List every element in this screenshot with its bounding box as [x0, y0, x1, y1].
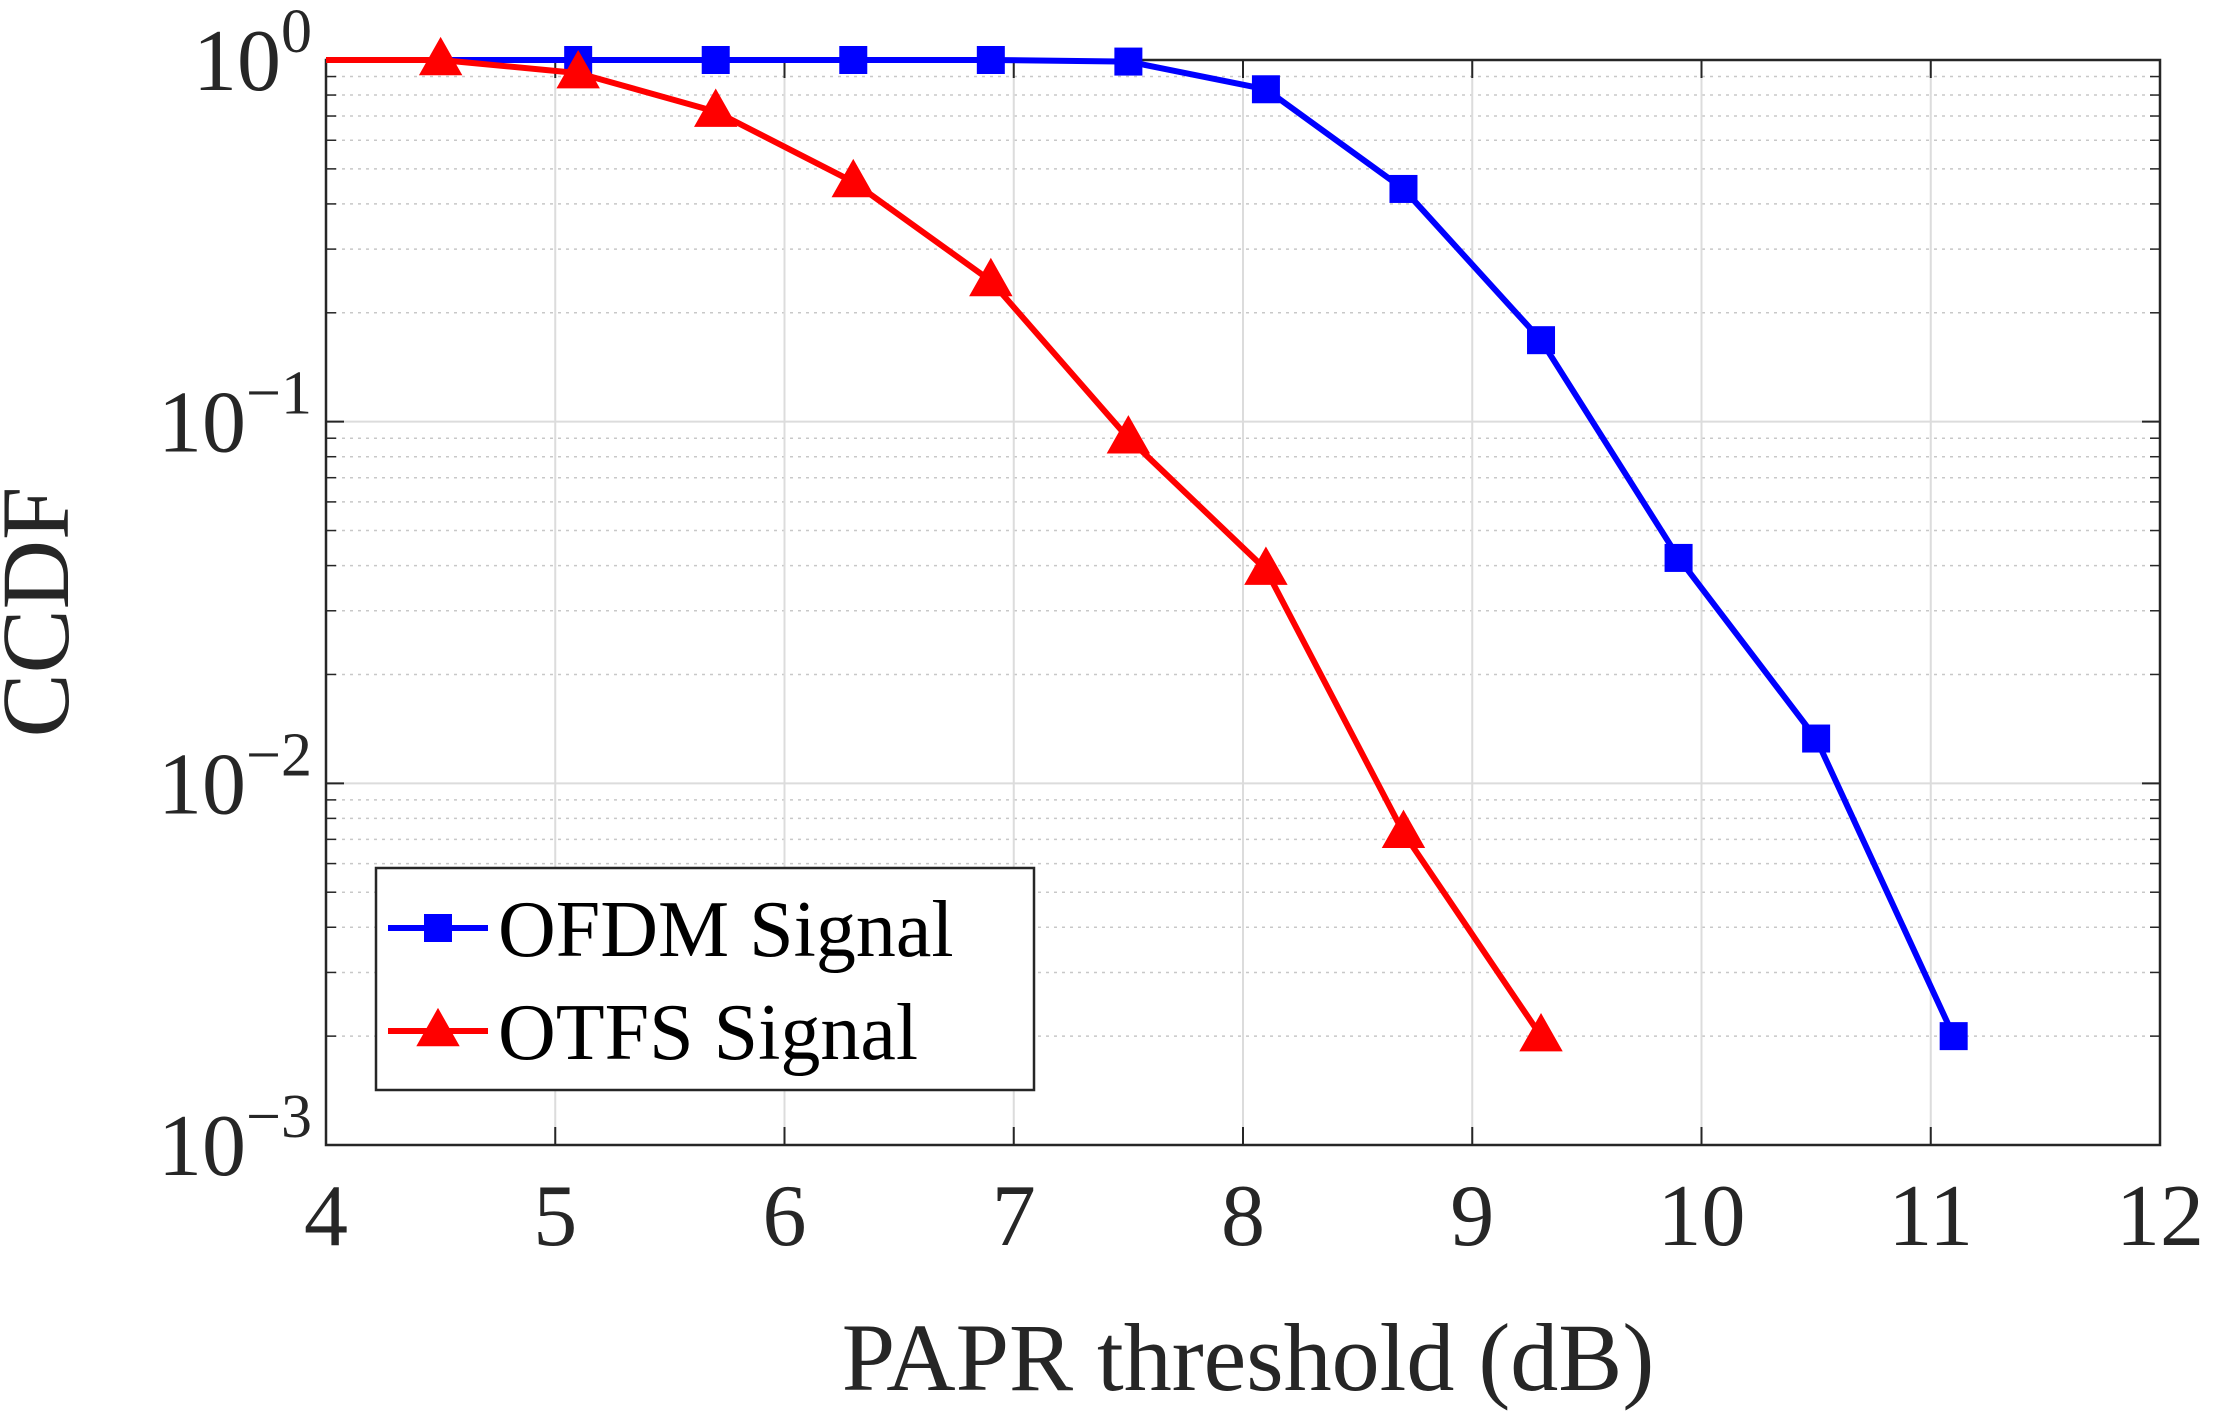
- square-marker: [1114, 47, 1143, 76]
- square-marker: [1664, 543, 1693, 572]
- x-tick-label: 12: [2116, 1168, 2204, 1265]
- triangle-marker: [416, 1007, 460, 1047]
- square-marker: [1802, 724, 1831, 753]
- triangle-marker: [418, 36, 463, 76]
- square-marker: [1527, 326, 1556, 355]
- triangle-marker: [1519, 1013, 1563, 1052]
- y-tick-base: 10: [158, 1098, 246, 1195]
- triangle-marker: [1381, 809, 1426, 849]
- series-line: [326, 57, 1544, 1038]
- x-tick-label: 6: [763, 1168, 807, 1265]
- axis-ticks: [325, 59, 2161, 1146]
- y-tick-exponent: −2: [246, 721, 312, 789]
- y-tick-base: 10: [158, 375, 246, 472]
- square-marker: [1939, 1022, 1968, 1051]
- triangle-marker: [1106, 415, 1151, 454]
- square-marker: [701, 46, 730, 74]
- y-tick-base: 10: [193, 13, 281, 110]
- legend: OFDM Signal OTFS Signal: [374, 866, 1036, 1092]
- y-tick-label: 10−3: [158, 1083, 312, 1195]
- y-tick-exponent: −1: [246, 360, 312, 428]
- square-marker: [1389, 174, 1418, 203]
- triangle-marker: [1244, 546, 1288, 585]
- square-marker: [1251, 75, 1280, 104]
- y-tick-exponent: −3: [246, 1083, 312, 1151]
- triangle-marker: [831, 158, 875, 198]
- square-marker: [976, 46, 1005, 74]
- y-tick-label: 100: [193, 0, 312, 110]
- x-tick-label: 4: [304, 1168, 348, 1265]
- triangle-marker: [556, 49, 600, 89]
- square-marker: [424, 914, 452, 942]
- triangle-marker: [969, 257, 1013, 297]
- square-marker: [839, 46, 868, 74]
- x-axis-label: PAPR threshold (dB): [842, 1304, 1655, 1411]
- triangle-marker: [694, 88, 738, 127]
- y-tick-label: 10−2: [158, 721, 312, 833]
- x-tick-label: 7: [992, 1168, 1036, 1265]
- x-tick-label: 9: [1450, 1168, 1494, 1265]
- y-tick-exponent: 0: [281, 0, 312, 66]
- y-tick-label: 10−1: [158, 360, 312, 472]
- legend-item: OTFS Signal: [388, 989, 918, 1077]
- legend-box: [374, 866, 1036, 1092]
- series-otfs-signal: [326, 36, 1563, 1052]
- legend-label: OTFS Signal: [498, 989, 918, 1077]
- x-tick-label: 5: [533, 1168, 577, 1265]
- legend-label: OFDM Signal: [498, 886, 954, 974]
- x-tick-label: 11: [1888, 1168, 1973, 1265]
- y-axis-label: CCDF: [0, 487, 89, 738]
- legend-item: OFDM Signal: [388, 886, 954, 974]
- x-tick-labels: 4 5 6 7 8 9 10 11 12: [304, 1168, 2204, 1265]
- x-tick-label: 10: [1658, 1168, 1746, 1265]
- y-tick-base: 10: [158, 736, 246, 833]
- series-layer: [326, 36, 1968, 1052]
- x-tick-label: 8: [1221, 1168, 1265, 1265]
